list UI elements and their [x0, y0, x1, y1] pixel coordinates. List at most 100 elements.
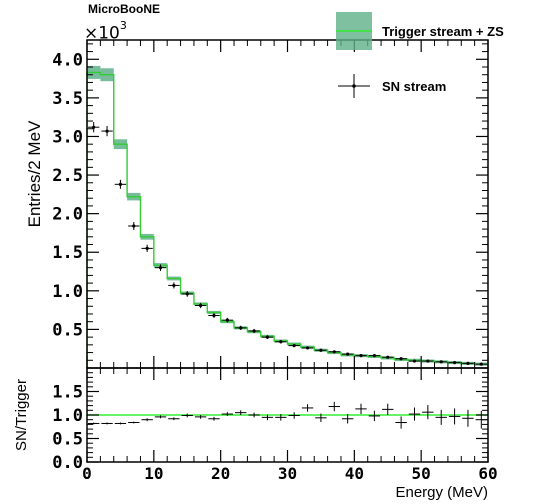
ratio-point [261, 414, 274, 421]
ratio-point [141, 418, 153, 422]
ratio-y-tick-label: 0.5 [52, 430, 83, 450]
legend-trigger-label: Trigger stream + ZS [382, 24, 504, 39]
x-axis-label: Energy (MeV) [395, 484, 488, 501]
sn-point-marker [452, 360, 457, 365]
sn-point [448, 360, 461, 365]
sn-point [422, 359, 434, 363]
sn-point-marker [359, 354, 363, 358]
sn-point-marker [265, 335, 270, 339]
ratio-point [315, 413, 327, 423]
sn-point [181, 291, 193, 297]
x-tick-label: 10 [144, 464, 163, 483]
sn-point [154, 264, 167, 272]
ratio-point [114, 422, 127, 425]
sn-point-marker [185, 292, 189, 296]
ratio-y-tick-label: 1.5 [52, 383, 83, 403]
x-tick-label: 30 [278, 464, 297, 483]
ratio-point [355, 403, 367, 415]
x-tick-label: 0 [82, 464, 92, 483]
legend-sn-label: SN stream [382, 79, 447, 94]
sn-point [221, 317, 234, 323]
sn-point [208, 313, 220, 318]
x-tick-label: 50 [412, 464, 431, 483]
sn-point-marker [332, 350, 336, 354]
y-axis-label: Entries/2 MeV [25, 120, 44, 227]
sn-point [235, 325, 247, 330]
ratio-point [221, 412, 234, 416]
sn-point-marker [212, 313, 216, 318]
ratio-y-tick-label: 1.0 [52, 406, 83, 426]
sn-point-marker [412, 359, 417, 363]
ratio-point [88, 422, 100, 425]
ratio-point [395, 416, 407, 429]
sn-point-marker [118, 182, 123, 186]
y-tick-label: 0.5 [52, 320, 83, 340]
sn-point-marker [466, 361, 470, 365]
ratio-point [275, 414, 287, 421]
ratio-panel: 0.0 0.5 1.0 1.5 0 10 20 30 40 50 60 SN/Trigger Energ… [13, 367, 498, 501]
sn-point-marker [105, 129, 109, 133]
sn-point [395, 357, 407, 361]
sn-point [328, 350, 340, 354]
sn-point [168, 282, 180, 289]
y-exponent-power: 3 [119, 19, 127, 32]
sn-point-marker [372, 354, 376, 358]
y-exponent-label: ×103 [84, 19, 127, 44]
ratio-point [194, 415, 207, 419]
sn-point [408, 359, 421, 363]
legend-sn-marker [352, 84, 356, 88]
ratio-point [168, 417, 180, 421]
ratio-point [328, 401, 340, 412]
ratio-point [368, 410, 381, 422]
ratio-point [408, 407, 421, 421]
upper-panel: 0.5 1.0 1.5 2.0 2.5 3.0 3.5 4.0 Entries/2 MeV [25, 39, 489, 369]
sn-point-marker [92, 125, 96, 129]
sn-point-marker [145, 246, 149, 250]
ratio-point [208, 416, 220, 421]
sn-point [368, 354, 381, 358]
sn-point-marker [158, 266, 163, 270]
sn-point-marker [132, 224, 136, 228]
sn-point-marker [225, 318, 229, 322]
sn-point [128, 222, 140, 230]
sn-point [248, 328, 260, 333]
ratio-point [154, 415, 167, 419]
sn-point [382, 355, 394, 359]
sn-point [462, 361, 474, 365]
sn-point-marker [252, 329, 256, 333]
legend [336, 12, 372, 98]
sn-point-marker [199, 303, 203, 308]
ratio-point [101, 422, 113, 425]
y-tick-label: 3.0 [52, 127, 83, 147]
sn-point-marker [292, 344, 296, 348]
x-tick-label: 60 [478, 464, 497, 483]
experiment-label: MicroBooNE [88, 2, 160, 16]
sn-point-marker [386, 355, 390, 359]
sn-point-marker [399, 357, 403, 361]
sn-point [261, 335, 274, 339]
ratio-point [435, 409, 447, 425]
x-tick-label: 40 [345, 464, 364, 483]
ratio-point [288, 412, 300, 419]
y-tick-label: 3.5 [52, 89, 83, 109]
trigger-histogram-line [86, 71, 488, 368]
sn-point [141, 244, 153, 253]
sn-point [301, 346, 314, 350]
ratio-point [382, 403, 394, 415]
ratio-point [301, 404, 314, 412]
sn-point [114, 179, 127, 189]
sn-point-marker [279, 340, 283, 344]
ratio-point [248, 412, 260, 418]
sn-point-marker [319, 348, 323, 352]
ratio-point [341, 414, 354, 424]
sn-point [315, 348, 327, 352]
sn-point-marker [426, 359, 430, 363]
ratio-point [181, 413, 193, 418]
sn-point [288, 344, 300, 348]
sn-point-marker [239, 326, 243, 330]
sn-point-marker [479, 362, 483, 366]
sn-point-marker [172, 283, 176, 288]
sn-point-marker [346, 352, 350, 356]
y-tick-label: 1.5 [52, 243, 83, 263]
